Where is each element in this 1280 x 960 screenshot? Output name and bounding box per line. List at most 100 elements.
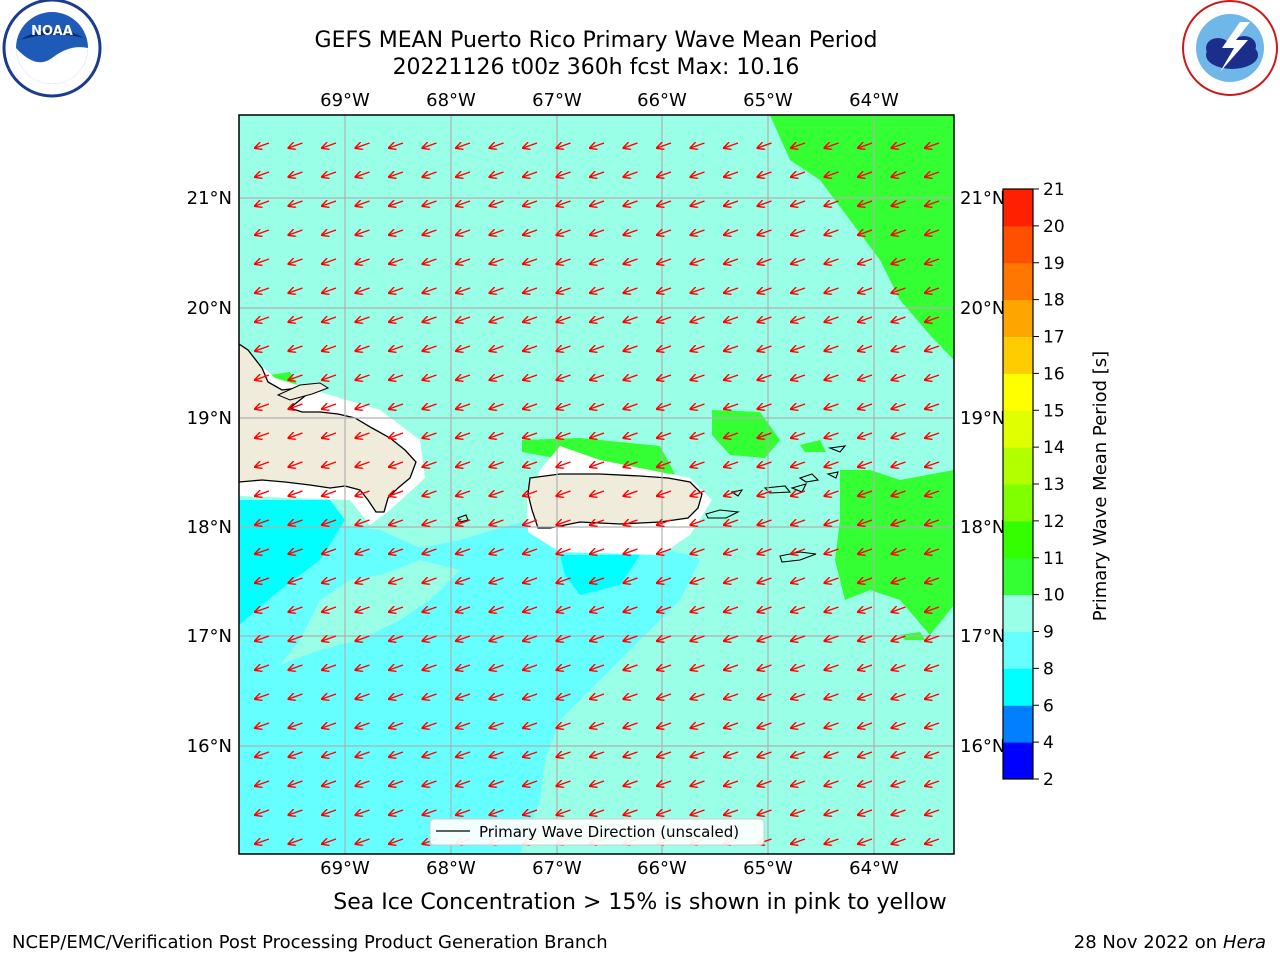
wave-arrow [691,810,705,815]
wave-arrow [590,346,605,351]
wave-arrow [791,549,806,554]
wave-arrow [322,694,337,699]
wave-arrow [356,201,370,206]
wave-arrow [925,607,940,612]
wave-arrow [858,375,873,380]
wave-arrow [356,259,370,264]
wave-arrow [925,346,940,351]
wave-arrow [825,288,839,293]
colorbar-tick-label: 12 [1043,512,1065,532]
wave-arrow [892,636,906,641]
wave-arrow [858,462,873,467]
wave-arrow [456,346,471,351]
wave-arrow [858,752,873,757]
wave-arrow [289,723,303,728]
wave-arrow [724,404,739,409]
wave-arrow [657,143,672,148]
wave-arrow [892,810,906,815]
lat-label: 17°N [187,626,232,647]
wave-arrow [858,259,873,264]
colorbar-swatch [1003,557,1033,596]
wave-arrow [624,317,638,322]
wave-arrow [255,375,270,380]
wave-arrow [691,578,705,583]
wave-arrow [255,723,270,728]
wave-arrow [356,230,370,235]
wave-arrow [255,781,270,786]
wave-arrow [389,723,404,728]
wave-arrow [758,230,772,235]
wave-arrow [657,752,672,757]
wave-arrow [490,172,504,177]
wave-arrow [423,143,437,148]
wave-arrow [557,752,571,757]
legend-label: Primary Wave Direction (unscaled) [479,823,739,841]
wave-arrow [490,230,504,235]
wave-arrow [657,781,672,786]
wave-arrow [456,288,471,293]
colorbar-swatch [1003,262,1033,301]
colorbar-swatch [1003,594,1033,632]
wave-arrow [255,288,270,293]
wave-arrow [825,230,839,235]
wave-arrow [289,259,303,264]
wave-arrow [657,491,672,496]
wave-arrow [624,172,638,177]
wave-arrow [255,839,270,844]
wave-arrow [423,230,437,235]
noaa-logo-text: NOAA [31,24,73,39]
wave-arrow [255,810,270,815]
wave-arrow [456,636,471,641]
lon-label: 68°W [426,858,476,879]
wave-arrow [691,375,705,380]
wave-arrow [925,694,940,699]
wave-arrow [389,694,404,699]
wave-arrow [289,317,303,322]
wave-arrow [925,288,940,293]
wave-arrow [356,346,370,351]
wave-arrow [858,491,873,496]
wave-arrow [624,723,638,728]
wave-arrow [858,549,873,554]
wave-arrow [490,143,504,148]
wave-arrow [490,346,504,351]
wave-arrow [456,404,471,409]
wave-arrow [423,346,437,351]
wave-arrow [624,694,638,699]
wave-arrow [423,810,437,815]
wave-arrow [322,375,337,380]
wave-arrow [758,317,772,322]
wave-arrow [791,636,806,641]
colorbar-swatch [1003,336,1033,374]
wave-arrow [590,201,605,206]
wave-arrow [356,752,370,757]
wave-arrow [289,462,303,467]
wave-arrow [758,723,772,728]
wave-arrow [423,491,437,496]
wave-arrow [791,143,806,148]
wave-arrow [758,433,772,438]
footer-host: Hera [1222,932,1266,953]
wave-arrow [456,694,471,699]
wave-arrow [557,375,571,380]
wave-arrow [590,404,605,409]
wave-arrow [758,607,772,612]
wave-arrow [724,230,739,235]
wave-arrow [590,578,605,583]
wave-arrow [423,781,437,786]
wave-arrow [389,752,404,757]
wave-arrow [456,810,471,815]
wave-arrow [691,520,705,525]
wave-arrow [423,723,437,728]
wave-arrow [523,404,538,409]
wave-arrow [858,723,873,728]
lon-label: 64°W [849,858,899,879]
wave-arrow [691,665,705,670]
wave-arrow [925,549,940,554]
wave-arrow [289,172,303,177]
wave-arrow [356,578,370,583]
lon-label: 68°W [426,90,476,111]
wave-arrow [758,172,772,177]
wave-arrow [423,578,437,583]
